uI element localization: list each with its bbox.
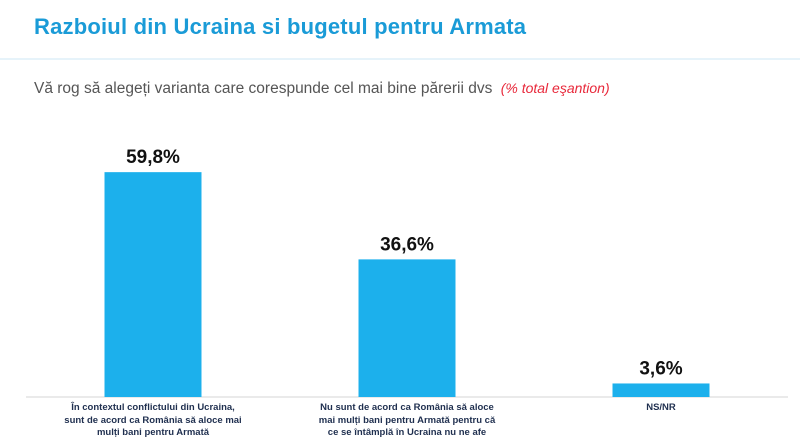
subtitle-note: (% total eşantion) bbox=[500, 80, 610, 96]
data-label-1: 59,8% bbox=[126, 147, 180, 168]
title-divider bbox=[0, 58, 800, 60]
data-label-2: 36,6% bbox=[380, 234, 434, 255]
category-label-1: În contextul conflictului din Ucraina, s… bbox=[64, 402, 242, 438]
bar-3 bbox=[612, 383, 710, 397]
bar-2 bbox=[358, 259, 456, 397]
data-label-3: 3,6% bbox=[639, 358, 682, 379]
subtitle-text: Vă rog să alegeți varianta care corespun… bbox=[34, 80, 493, 97]
category-label-3: NS/NR bbox=[646, 402, 676, 413]
chart-title: Razboiul din Ucraina si bugetul pentru A… bbox=[34, 14, 527, 39]
bar-1 bbox=[104, 172, 202, 397]
category-label-2: Nu sunt de acord ca România să aloce mai… bbox=[318, 402, 496, 438]
chart-subtitle: Vă rog să alegeți varianta care corespun… bbox=[34, 80, 610, 98]
